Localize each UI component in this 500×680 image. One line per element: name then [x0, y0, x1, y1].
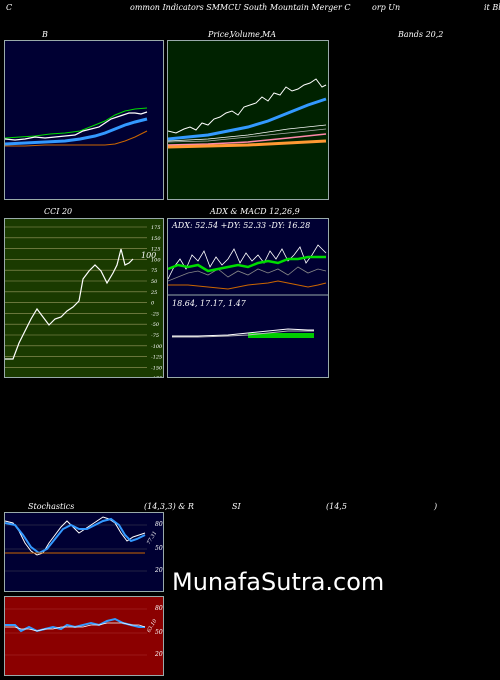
ma-label: MA [262, 30, 276, 39]
macd-values: 18.64, 17.17, 1.47 [172, 299, 246, 308]
cci-scale-label: -50 [151, 322, 160, 328]
adx-macd-chart: ADX: 52.54 +DY: 52.33 -DY: 16.28 18.64, … [167, 218, 329, 378]
header-title: ommon Indicators SMMCU South Mountain Me… [130, 3, 351, 12]
bollinger-label-right: Bands 20,2 [398, 30, 444, 39]
cci-chart: 175 150 125 100 75 50 25 0 -25 -50 -75 -100 -125 -150… [4, 218, 164, 378]
adx-line [168, 255, 326, 273]
adx-di-minus-line [168, 266, 327, 282]
price-ma-chart [167, 40, 329, 200]
ma-pink-line [168, 133, 327, 146]
cci-scale-label: 125 [151, 247, 161, 253]
bb-lower-line [5, 130, 148, 147]
cci-scale-label: 100 [151, 257, 161, 263]
cci-scale-label: -75 [151, 333, 159, 339]
macd-line [172, 328, 314, 337]
rsi-scale-20: 20 [155, 651, 163, 658]
cci-scale-label: -125 [151, 355, 162, 361]
bb-price-line [5, 111, 148, 141]
stochastics-label: Stochastics [28, 502, 75, 511]
stoch-scale-20: 20 [155, 567, 163, 574]
bollinger-chart [4, 40, 164, 200]
rsi-scale-80: 80 [155, 605, 163, 612]
price-label: Price, [208, 30, 232, 39]
stochastics-params: (14,3,3) & R [144, 502, 194, 511]
cci-line [5, 248, 134, 360]
cci-scale-label: 75 [151, 268, 157, 274]
rsi-scale-50: 50 [155, 629, 163, 636]
bb-middle-line [5, 117, 148, 146]
adx-macd-label: ADX & MACD 12,26,9 [210, 207, 300, 216]
ma-mid2-line [168, 128, 327, 143]
ma-fast-line [168, 97, 327, 141]
cci-scale-label: -175 [151, 376, 162, 377]
rsi-chart: 80 50 20 63.10 [4, 596, 164, 676]
cci-scale-label: 50 [151, 279, 158, 285]
stochastics-chart: 80 50 20 77.31 [4, 512, 164, 592]
bb-upper-line [5, 107, 148, 139]
stoch-scale-50: 50 [155, 545, 163, 552]
stoch-d-line [5, 517, 146, 555]
stoch-k-line [5, 516, 146, 556]
macd-histogram [248, 333, 314, 338]
header-prefix: C [6, 3, 13, 12]
cci-scale-label: 150 [151, 236, 161, 242]
cci-scale-label: 25 [150, 290, 157, 296]
header-title-tail: orp Un [372, 3, 401, 12]
cci-scale-label: 175 [151, 225, 161, 231]
adx-values: ADX: 52.54 +DY: 52.33 -DY: 16.28 [172, 221, 311, 230]
bollinger-label-left: B [42, 30, 48, 39]
ma-mid-line [168, 124, 327, 142]
rsi-params: (14,5 [326, 502, 347, 511]
rsi-white-line [5, 622, 146, 632]
adx-orange-line [168, 280, 327, 290]
volume-label: Volume, [230, 30, 263, 39]
rsi-close-paren: ) [434, 502, 438, 511]
cci-scale-label: -25 [151, 311, 159, 317]
stoch-scale-80: 80 [155, 521, 163, 528]
rsi-label: SI [232, 502, 241, 511]
watermark: MunafaSutra.com [172, 568, 385, 596]
adx-di-plus-line [168, 244, 327, 280]
cci-scale-label: 0 [151, 301, 155, 307]
header-right: it Bl [484, 3, 500, 12]
cci-scale-label: -100 [151, 344, 163, 350]
cci-label: CCI 20 [44, 207, 73, 216]
macd-signal-line [172, 330, 314, 338]
price-line [168, 78, 327, 134]
ma-slow-line [168, 139, 327, 149]
cci-current-value: 100 [141, 251, 157, 260]
cci-scale-label: -150 [151, 365, 163, 371]
